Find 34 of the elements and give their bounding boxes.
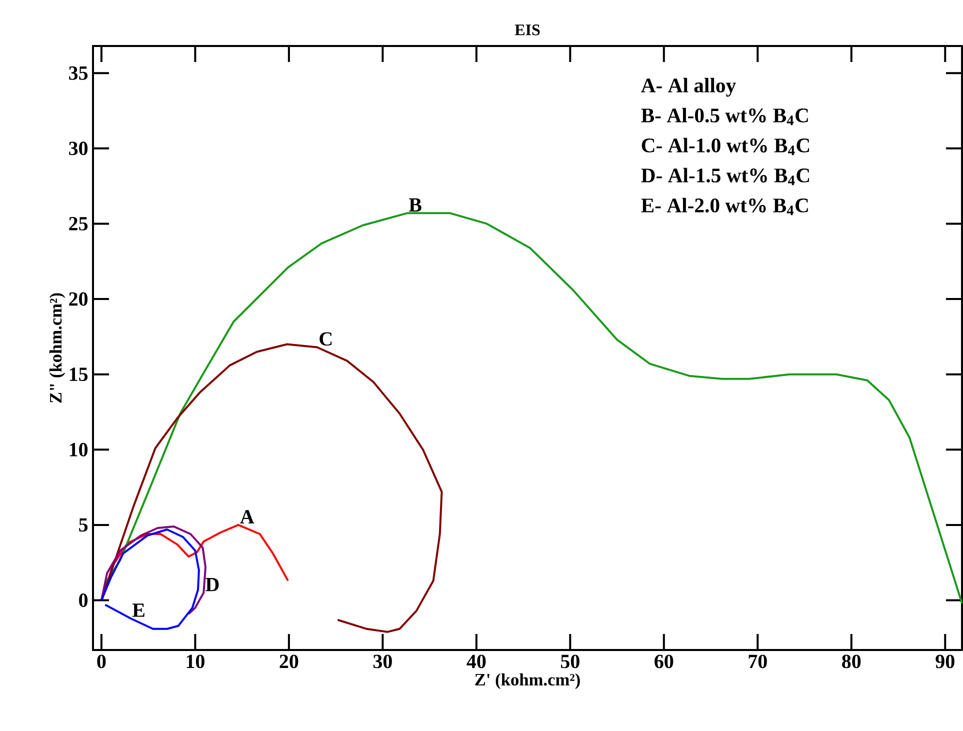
x-tick-label: 40 bbox=[466, 654, 486, 668]
y-tick-label: 25 bbox=[69, 217, 88, 230]
line-series bbox=[100, 525, 207, 615]
y-tick-label: 15 bbox=[70, 368, 88, 382]
annotation: C- Al-1.0 wt% B$_{4}$C bbox=[642, 138, 810, 156]
y-tick-label: 10 bbox=[70, 442, 88, 456]
annotation: A- Al alloy bbox=[641, 78, 736, 97]
x-tick-label: 30 bbox=[373, 654, 392, 668]
y-axis-title: Z" (kohm.cm²) bbox=[49, 293, 66, 403]
x-tick-label: 60 bbox=[654, 654, 674, 668]
x-tick-label: 10 bbox=[186, 654, 204, 668]
x-tick-label: 70 bbox=[748, 654, 767, 668]
annotation: D bbox=[206, 578, 219, 592]
x-axis-title: Z' (kohm.cm²) bbox=[475, 673, 580, 690]
x-tick-label: 0 bbox=[97, 654, 106, 668]
annotation: B- Al-0.5 wt% B$_{4}$C bbox=[641, 108, 808, 126]
line-series bbox=[101, 524, 289, 600]
annotation: E bbox=[132, 604, 144, 617]
y-tick-label: 30 bbox=[69, 142, 88, 156]
annotation: A bbox=[240, 510, 254, 524]
chart-title: EIS bbox=[514, 24, 540, 36]
annotation: B bbox=[408, 198, 422, 212]
x-tick-label: 80 bbox=[842, 654, 861, 668]
x-tick-label: 50 bbox=[560, 654, 580, 668]
x-tick-label: 20 bbox=[280, 654, 298, 668]
annotation: C bbox=[320, 332, 332, 346]
y-tick-label: 5 bbox=[79, 518, 88, 532]
annotation: E- Al-2.0 wt% B$_{4}$C bbox=[641, 198, 808, 216]
y-tick-label: 35 bbox=[69, 66, 88, 80]
y-tick-label: 20 bbox=[69, 292, 88, 306]
annotation: D- Al-1.5 wt% B$_{4}$C bbox=[641, 168, 810, 186]
line-series bbox=[100, 528, 200, 630]
y-tick-label: 0 bbox=[79, 594, 88, 608]
x-tick-label: 90 bbox=[936, 654, 954, 668]
